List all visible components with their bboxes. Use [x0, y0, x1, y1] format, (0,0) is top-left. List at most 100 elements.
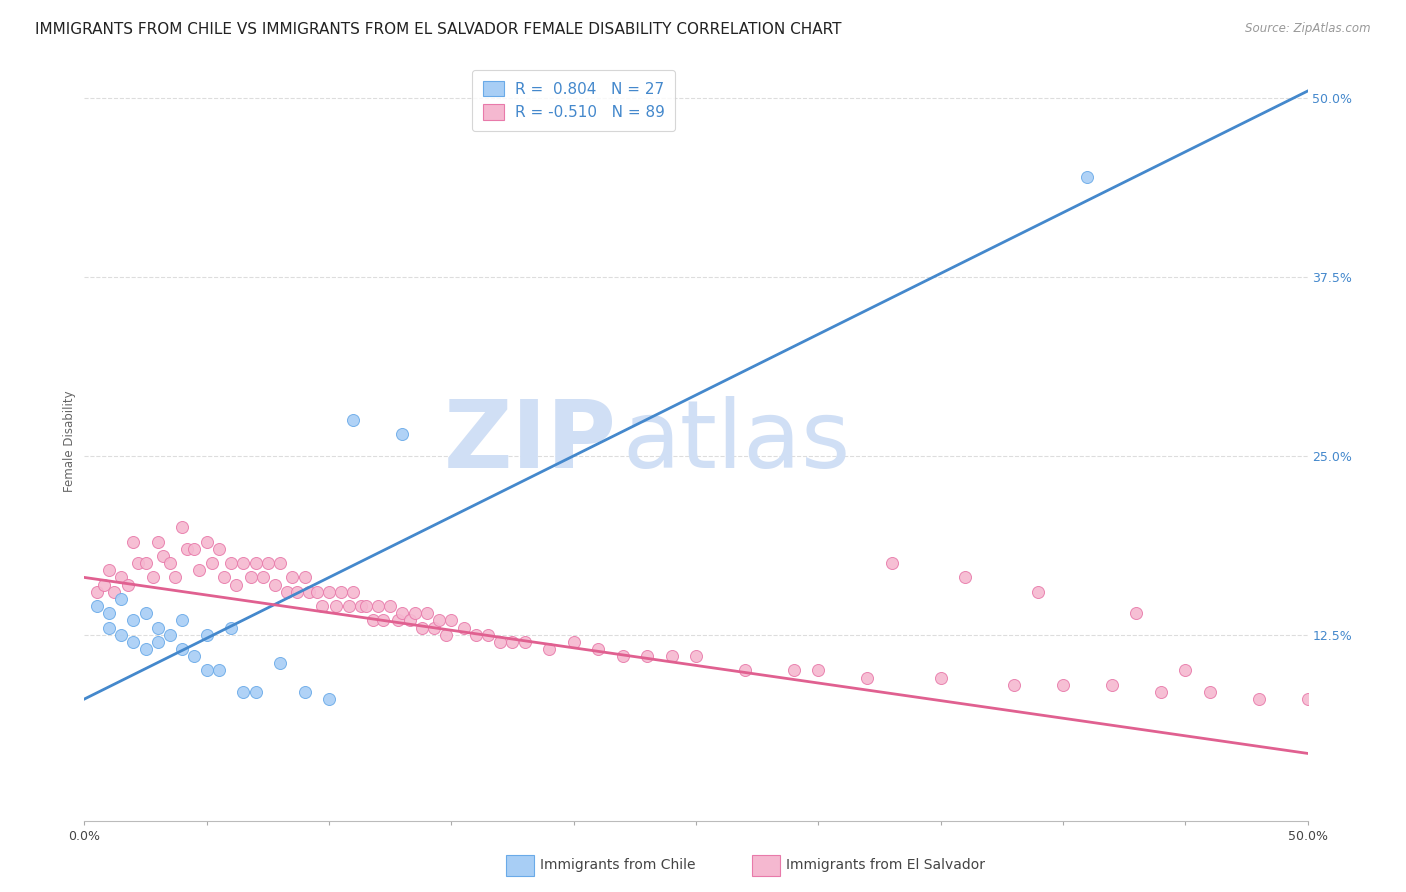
- Point: [807, 664, 830, 678]
- Point: [636, 649, 658, 664]
- Point: [212, 570, 235, 584]
- Point: [219, 620, 242, 634]
- Text: Immigrants from El Salvador: Immigrants from El Salvador: [786, 858, 986, 872]
- Point: [1125, 606, 1147, 620]
- Point: [367, 599, 389, 613]
- Point: [285, 584, 308, 599]
- Point: [110, 628, 132, 642]
- Point: [86, 584, 108, 599]
- Point: [245, 685, 267, 699]
- Point: [1076, 169, 1098, 184]
- Point: [423, 620, 446, 634]
- Point: [1101, 678, 1123, 692]
- Point: [294, 685, 316, 699]
- Point: [391, 427, 413, 442]
- Point: [195, 628, 218, 642]
- Point: [135, 642, 157, 657]
- Point: [464, 628, 486, 642]
- Point: [232, 556, 254, 570]
- Point: [97, 620, 120, 634]
- Point: [276, 584, 298, 599]
- Point: [1052, 678, 1074, 692]
- Point: [294, 570, 316, 584]
- Point: [200, 556, 222, 570]
- Text: IMMIGRANTS FROM CHILE VS IMMIGRANTS FROM EL SALVADOR FEMALE DISABILITY CORRELATI: IMMIGRANTS FROM CHILE VS IMMIGRANTS FROM…: [35, 22, 842, 37]
- Point: [183, 649, 205, 664]
- Point: [380, 599, 402, 613]
- Point: [225, 577, 247, 591]
- Point: [612, 649, 634, 664]
- Point: [1150, 685, 1173, 699]
- Point: [146, 620, 169, 634]
- Point: [411, 620, 433, 634]
- Point: [953, 570, 976, 584]
- Point: [269, 657, 291, 671]
- Point: [311, 599, 333, 613]
- Point: [350, 599, 373, 613]
- Point: [122, 534, 145, 549]
- Point: [127, 556, 149, 570]
- Point: [103, 584, 125, 599]
- Point: [361, 613, 384, 627]
- Point: [117, 577, 139, 591]
- Point: [172, 613, 194, 627]
- Point: [172, 520, 194, 534]
- Point: [305, 584, 328, 599]
- Point: [477, 628, 499, 642]
- Point: [436, 628, 458, 642]
- Point: [110, 570, 132, 584]
- Point: [1296, 692, 1319, 706]
- Point: [152, 549, 174, 563]
- Point: [929, 671, 952, 685]
- Point: [245, 556, 267, 570]
- Legend: R =  0.804   N = 27, R = -0.510   N = 89: R = 0.804 N = 27, R = -0.510 N = 89: [472, 70, 675, 131]
- Point: [325, 599, 347, 613]
- Point: [562, 635, 585, 649]
- Point: [208, 664, 231, 678]
- Point: [163, 570, 186, 584]
- Point: [734, 664, 756, 678]
- Point: [685, 649, 707, 664]
- Point: [264, 577, 287, 591]
- Point: [1028, 584, 1050, 599]
- Point: [1247, 692, 1270, 706]
- Point: [440, 613, 463, 627]
- Point: [489, 635, 512, 649]
- Point: [232, 685, 254, 699]
- Point: [1198, 685, 1220, 699]
- Point: [502, 635, 524, 649]
- Point: [427, 613, 450, 627]
- Point: [252, 570, 274, 584]
- Point: [783, 664, 806, 678]
- Text: atlas: atlas: [623, 395, 851, 488]
- Point: [176, 541, 198, 556]
- Point: [239, 570, 262, 584]
- Point: [453, 620, 475, 634]
- Point: [387, 613, 409, 627]
- Point: [122, 635, 145, 649]
- Point: [371, 613, 394, 627]
- Point: [281, 570, 304, 584]
- Point: [208, 541, 231, 556]
- Point: [159, 556, 181, 570]
- Point: [188, 563, 211, 577]
- Text: Immigrants from Chile: Immigrants from Chile: [540, 858, 696, 872]
- Point: [195, 664, 218, 678]
- Point: [219, 556, 242, 570]
- Point: [93, 577, 115, 591]
- Point: [404, 606, 426, 620]
- Point: [880, 556, 903, 570]
- Point: [146, 534, 169, 549]
- Point: [391, 606, 413, 620]
- Point: [146, 635, 169, 649]
- Point: [586, 642, 609, 657]
- Point: [513, 635, 536, 649]
- Point: [342, 413, 364, 427]
- Point: [354, 599, 377, 613]
- Point: [398, 613, 420, 627]
- Point: [110, 591, 132, 606]
- Point: [195, 534, 218, 549]
- Point: [318, 584, 340, 599]
- Point: [318, 692, 340, 706]
- Point: [97, 606, 120, 620]
